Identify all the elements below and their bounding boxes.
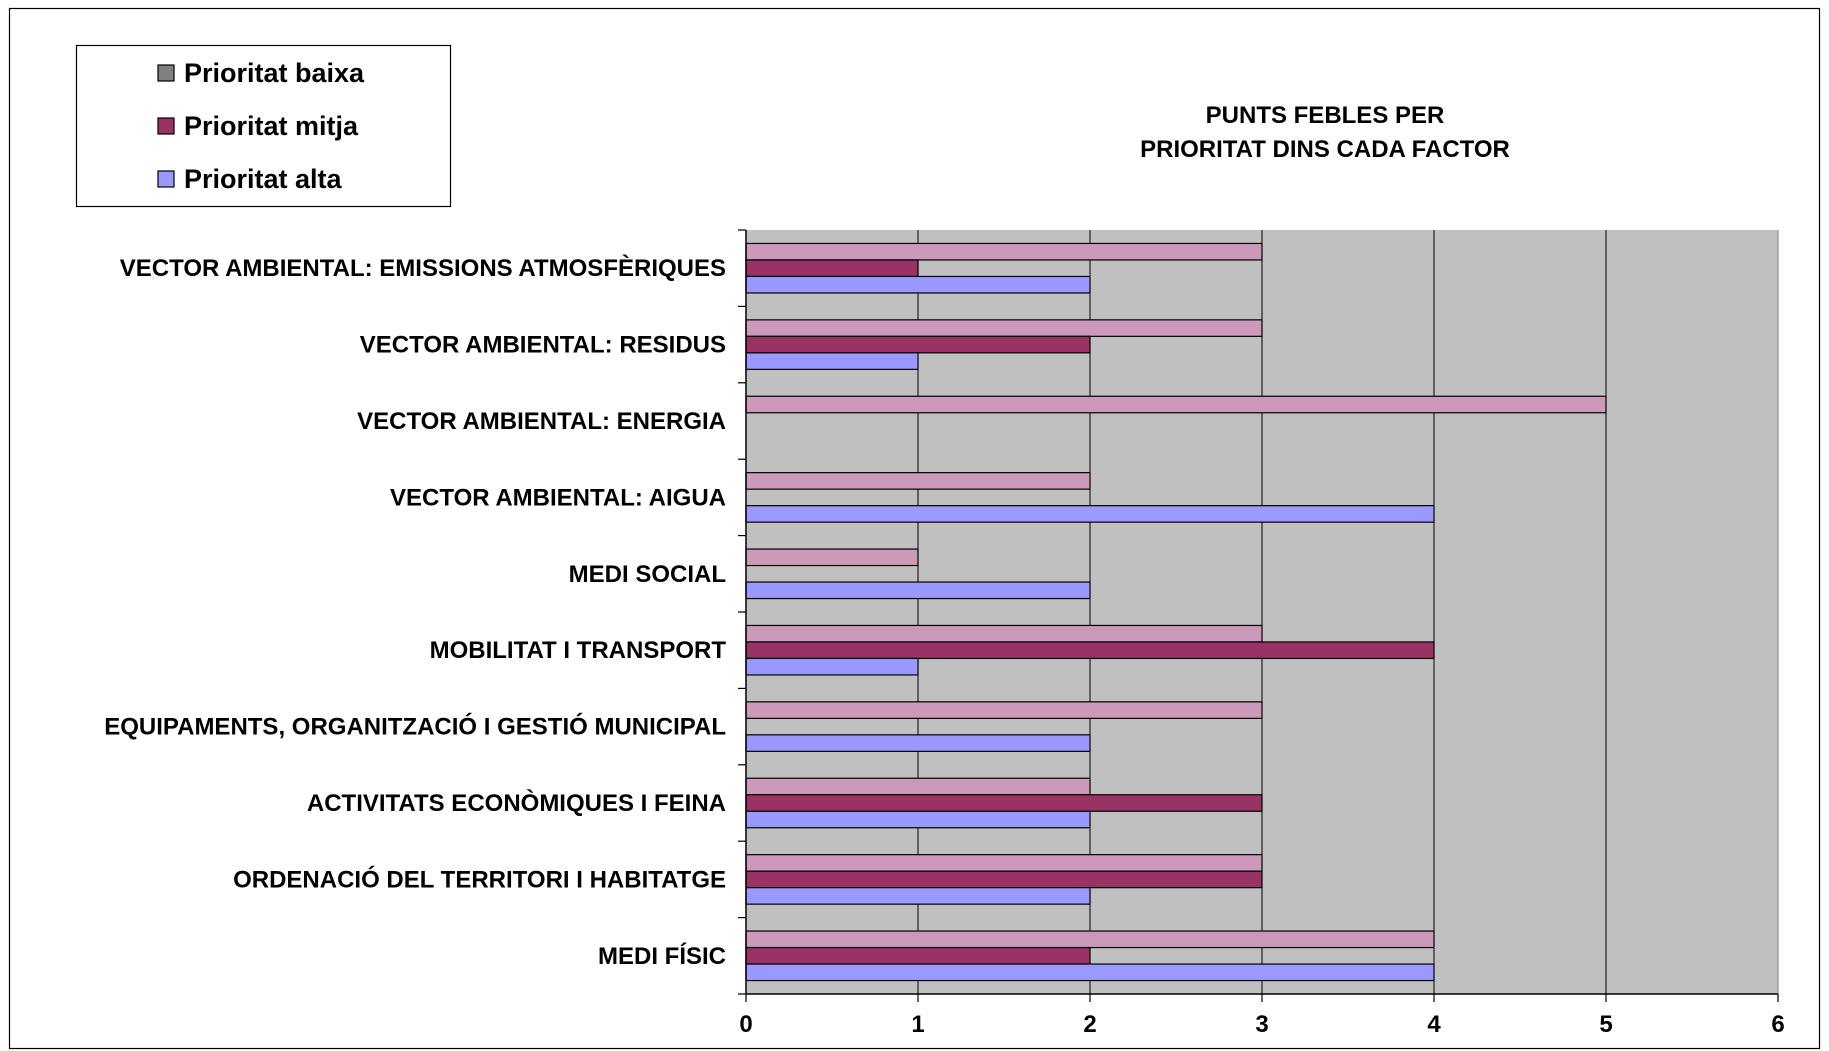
bar-3-5: [745, 581, 1091, 600]
bar-3-6: [745, 657, 919, 676]
x-tick-label-2: 2: [1083, 1011, 1096, 1038]
bar-2-2: [745, 335, 1091, 354]
bar-2-6: [745, 641, 1435, 660]
legend-label-3: Prioritat alta: [184, 164, 343, 194]
legend-box: [75, 44, 452, 208]
bar-3-8: [745, 810, 1091, 829]
x-tick-label-1: 1: [911, 1011, 924, 1038]
category-label-1: VECTOR AMBIENTAL: EMISSIONS ATMOSFÈRIQUE…: [120, 254, 726, 282]
category-label-7: EQUIPAMENTS, ORGANITZACIÓ I GESTIÓ MUNIC…: [104, 713, 726, 741]
bar-1-8: [745, 777, 1091, 796]
bar-1-7: [745, 701, 1263, 719]
bar-3-1: [745, 275, 1091, 294]
bar-1-4: [745, 472, 1091, 490]
x-tick-label-6: 6: [1771, 1011, 1784, 1038]
bar-1-3: [745, 395, 1607, 414]
bar-2-1: [745, 259, 919, 278]
bar-3-10: [745, 963, 1435, 982]
bar-1-1: [745, 242, 1263, 261]
legend-swatch-1: [157, 64, 175, 82]
category-label-5: MEDI SOCIAL: [569, 561, 726, 588]
bar-3-4: [745, 505, 1435, 523]
bar-1-9: [745, 854, 1263, 872]
legend-swatch-2: [157, 117, 175, 135]
bar-1-6: [745, 624, 1263, 643]
x-tick-label-5: 5: [1599, 1011, 1612, 1038]
category-label-10: MEDI FÍSIC: [598, 942, 726, 970]
category-label-8: ACTIVITATS ECONÒMIQUES I FEINA: [307, 789, 726, 817]
bar-2-10: [745, 946, 1091, 965]
chart-title-line-1: PUNTS FEBLES PER: [1206, 102, 1445, 129]
bar-2-9: [745, 870, 1263, 889]
bar-1-5: [745, 548, 919, 567]
bar-2-8: [745, 794, 1263, 812]
category-label-2: VECTOR AMBIENTAL: RESIDUS: [360, 332, 726, 359]
bar-3-2: [745, 352, 919, 370]
category-label-3: VECTOR AMBIENTAL: ENERGIA: [357, 408, 726, 435]
legend-label-1: Prioritat baixa: [184, 58, 365, 88]
bar-1-2: [745, 319, 1263, 337]
bar-3-7: [745, 734, 1091, 752]
x-tick-label-3: 3: [1255, 1011, 1268, 1038]
category-label-4: VECTOR AMBIENTAL: AIGUA: [390, 484, 726, 511]
bar-3-9: [745, 887, 1091, 905]
x-tick-label-0: 0: [739, 1011, 752, 1038]
category-label-9: ORDENACIÓ DEL TERRITORI I HABITATGE: [233, 865, 726, 893]
legend-label-2: Prioritat mitja: [184, 111, 359, 141]
category-label-6: MOBILITAT I TRANSPORT: [430, 637, 727, 664]
x-tick-label-4: 4: [1427, 1011, 1441, 1038]
bar-1-10: [745, 930, 1435, 949]
legend-swatch-3: [157, 170, 175, 188]
chart-title-line-2: PRIORITAT DINS CADA FACTOR: [1140, 136, 1510, 163]
